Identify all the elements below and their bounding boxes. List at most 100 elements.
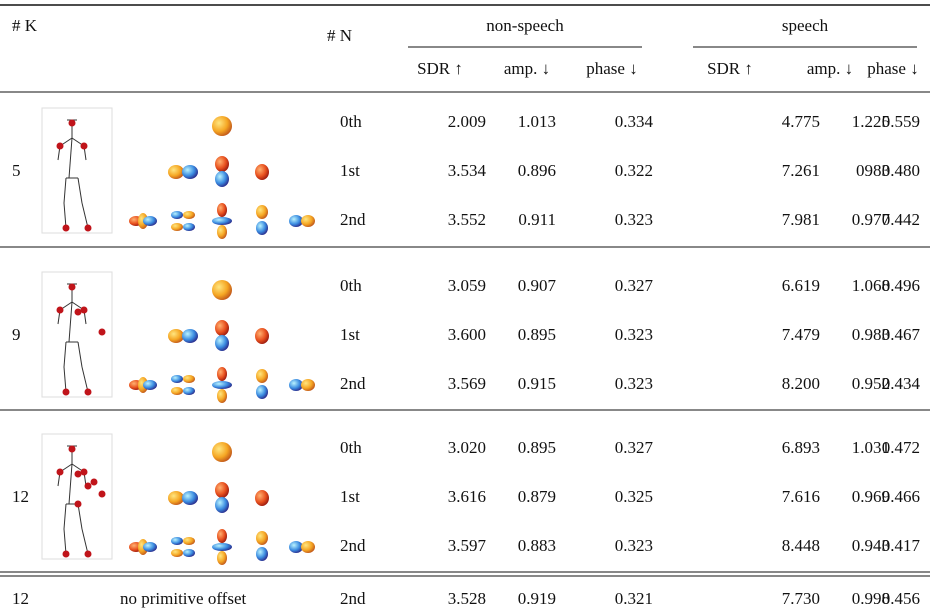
skeleton bbox=[41, 107, 113, 234]
group-header: speech bbox=[782, 16, 829, 35]
skeleton-bone bbox=[68, 137, 73, 179]
n-cell: 2nd bbox=[340, 589, 366, 608]
harmonic-lobe bbox=[183, 211, 195, 219]
value-cell: 7.730 bbox=[782, 589, 820, 608]
joint bbox=[74, 500, 82, 508]
joint bbox=[80, 468, 88, 476]
harmonic-lobe bbox=[217, 529, 227, 543]
joint bbox=[90, 478, 98, 486]
harmonic-lobe bbox=[256, 221, 268, 235]
value-cell: 0.472 bbox=[882, 438, 920, 457]
harmonic-lobe bbox=[171, 375, 183, 383]
harmonic-lobe bbox=[168, 165, 184, 179]
harmonic-lobe bbox=[256, 385, 268, 399]
joint bbox=[74, 470, 82, 478]
joint bbox=[62, 224, 70, 232]
joint bbox=[84, 388, 92, 396]
harmonic-lobe bbox=[168, 491, 184, 505]
skeleton-bone bbox=[63, 503, 67, 530]
skeleton-bone bbox=[63, 202, 67, 229]
value-cell: 3.569 bbox=[448, 374, 486, 393]
value-cell: 0.323 bbox=[615, 210, 653, 229]
joint bbox=[84, 224, 92, 232]
joint bbox=[98, 328, 106, 336]
value-cell: 1.225 bbox=[852, 112, 890, 131]
harmonic-lobe bbox=[256, 369, 268, 383]
n-cell: 1st bbox=[340, 161, 360, 180]
value-cell: 7.616 bbox=[782, 487, 820, 506]
harmonic-lobe bbox=[183, 549, 195, 557]
value-cell: 0.559 bbox=[882, 112, 920, 131]
skeleton-frame bbox=[41, 107, 113, 234]
value-cell: 0.434 bbox=[882, 374, 921, 393]
value-cell: 0.327 bbox=[615, 276, 654, 295]
value-cell: 7.981 bbox=[782, 210, 820, 229]
harmonic-lobe bbox=[171, 549, 183, 557]
value-cell: 0.496 bbox=[882, 276, 920, 295]
harmonic-lobe bbox=[171, 387, 183, 395]
value-cell: 1.031 bbox=[852, 438, 890, 457]
value-cell: 4.775 bbox=[782, 112, 820, 131]
harmonic-lobe bbox=[217, 367, 227, 381]
skeleton-bone bbox=[81, 366, 89, 393]
value-cell: 0.977 bbox=[852, 210, 891, 229]
harmonic-lobe bbox=[215, 482, 229, 498]
value-cell: 0.919 bbox=[518, 589, 556, 608]
harmonic-lobe bbox=[217, 551, 227, 565]
skeleton-bone bbox=[63, 341, 67, 368]
value-cell: 3.534 bbox=[448, 161, 487, 180]
k-header: # K bbox=[12, 16, 38, 35]
n-cell: 2nd bbox=[340, 536, 366, 555]
value-cell: 0.456 bbox=[882, 589, 920, 608]
joint bbox=[56, 468, 64, 476]
harmonic-lobe bbox=[182, 165, 198, 179]
value-cell: 0.467 bbox=[882, 325, 921, 344]
n-cell: 1st bbox=[340, 325, 360, 344]
value-cell: 0.895 bbox=[518, 325, 556, 344]
harmonic-lobe bbox=[215, 320, 229, 336]
harmonic-lobe bbox=[215, 497, 229, 513]
skeleton-bone bbox=[68, 463, 73, 505]
harmonic-lobe bbox=[301, 215, 315, 227]
harmonic-lobe bbox=[212, 217, 232, 225]
harmonic-lobe bbox=[212, 543, 232, 551]
harmonic-lobe bbox=[255, 328, 269, 344]
group-header: non-speech bbox=[486, 16, 564, 35]
skeleton-bone bbox=[63, 366, 67, 393]
value-cell: 0.911 bbox=[518, 210, 556, 229]
value-cell: 0.907 bbox=[518, 276, 557, 295]
value-cell: 0.952 bbox=[852, 374, 890, 393]
value-cell: 0.325 bbox=[615, 487, 653, 506]
harmonic-lobe bbox=[182, 329, 198, 343]
n-cell: 0th bbox=[340, 112, 362, 131]
n-header: # N bbox=[327, 26, 352, 45]
harmonic-lobe bbox=[289, 215, 303, 227]
skeleton-bone bbox=[63, 177, 67, 204]
harmonic-lobe bbox=[212, 280, 232, 300]
harmonic-lobe bbox=[289, 541, 303, 553]
joint bbox=[68, 119, 76, 127]
harmonic-lobe bbox=[255, 490, 269, 506]
value-cell: 3.059 bbox=[448, 276, 486, 295]
skeleton-bone bbox=[81, 202, 89, 229]
skeleton-bone bbox=[77, 503, 83, 530]
variant-cell: no primitive offset bbox=[120, 589, 246, 608]
metric-header: amp. ↓ bbox=[807, 59, 853, 78]
value-cell: 3.528 bbox=[448, 589, 486, 608]
joint bbox=[74, 308, 82, 316]
joint bbox=[80, 306, 88, 314]
value-cell: 0.327 bbox=[615, 438, 654, 457]
harmonic-lobe bbox=[183, 537, 195, 545]
harmonic-lobe bbox=[171, 211, 183, 219]
value-cell: 0.998 bbox=[852, 589, 890, 608]
value-cell: 3.552 bbox=[448, 210, 486, 229]
n-cell: 1st bbox=[340, 487, 360, 506]
harmonic-lobe bbox=[215, 156, 229, 172]
harmonic-lobe bbox=[217, 225, 227, 239]
value-cell: 0.323 bbox=[615, 325, 653, 344]
harmonic-lobe bbox=[301, 541, 315, 553]
metric-header: amp. ↓ bbox=[504, 59, 550, 78]
k-cell: 5 bbox=[12, 161, 21, 180]
harmonic-lobe bbox=[256, 205, 268, 219]
